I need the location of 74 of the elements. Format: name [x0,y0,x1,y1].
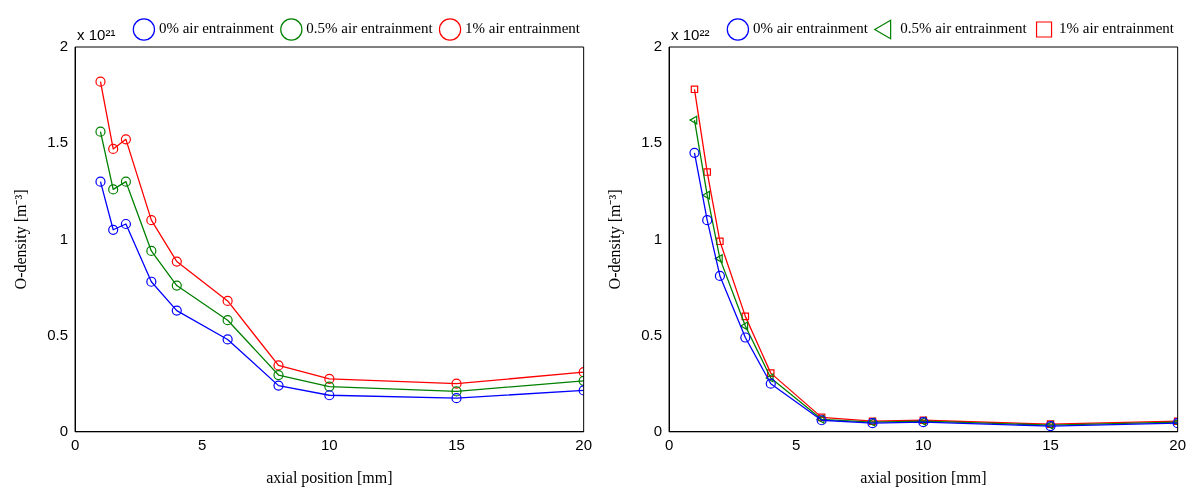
y-tick-label: 1 [653,229,663,247]
point [451,393,462,404]
y-tick-label: 0 [59,421,69,439]
text: x 10²¹ [77,25,116,43]
point [222,295,233,307]
point [146,245,157,257]
point [324,373,335,384]
legend-label: 0.5% air entrainment [306,20,434,37]
point [146,215,157,226]
point [741,312,750,321]
point [95,176,106,187]
point [703,168,711,176]
point [716,237,724,246]
x-tick-label: 20 [1169,435,1186,453]
x-tick-label: 0 [70,435,80,453]
y-tick-label: 2 [653,37,663,55]
point [146,276,157,287]
y-axis-title: O-density [m⁻³] [11,189,30,290]
point [108,143,119,155]
point [766,369,775,377]
point [451,386,462,397]
point [95,76,106,87]
point [171,280,182,291]
legend-label: 0.5% air entrainment [900,20,1028,37]
point [690,85,699,94]
point [108,224,119,235]
x-tick-label: 5 [792,435,801,453]
y-tick-label: 0.5 [641,325,663,343]
y-tick-label: 2 [59,37,69,55]
y-tick-label: 0 [653,421,663,439]
point [171,305,182,316]
point [714,270,726,282]
y-tick-label: 1.5 [47,133,69,151]
point [324,390,335,401]
point [740,332,751,343]
x-tick-label: 10 [321,435,338,453]
legend-label: 1% air entrainment [1059,20,1175,37]
point [714,254,723,264]
point [120,134,132,145]
legend-label: 0% air entrainment [158,20,275,37]
point [120,218,132,230]
x-axis-title: axial position [mm] [266,468,393,487]
point [689,147,700,158]
point [273,360,284,371]
point [273,369,284,381]
x-tick-label: 5 [198,435,207,453]
point [740,321,749,331]
y-axis-title: O-density [m⁻³] [605,189,624,290]
point [95,126,106,137]
point [765,378,776,389]
point [108,184,119,195]
point [120,176,132,187]
y-tick-label: 1.5 [641,133,663,151]
point [702,190,711,200]
y-tick-label: 1 [59,229,69,247]
x-tick-label: 15 [448,435,465,453]
x-tick-label: 15 [1042,435,1059,453]
point [324,381,335,392]
x-tick-label: 10 [915,435,932,453]
legend-label: 1% air entrainment [465,20,581,37]
legend-label: 0% air entrainment [752,20,869,37]
x-axis-title: axial position [mm] [860,468,987,487]
point [451,378,462,389]
point [273,380,284,391]
x-tick-label: 20 [575,435,592,453]
y-tick-label: 0.5 [47,325,69,343]
point [222,315,233,326]
x-tick-label: 0 [664,435,674,453]
point [702,215,713,226]
point [222,334,233,345]
point [689,115,698,125]
point [171,256,182,267]
point [765,373,774,383]
text: x 10²² [671,25,710,43]
